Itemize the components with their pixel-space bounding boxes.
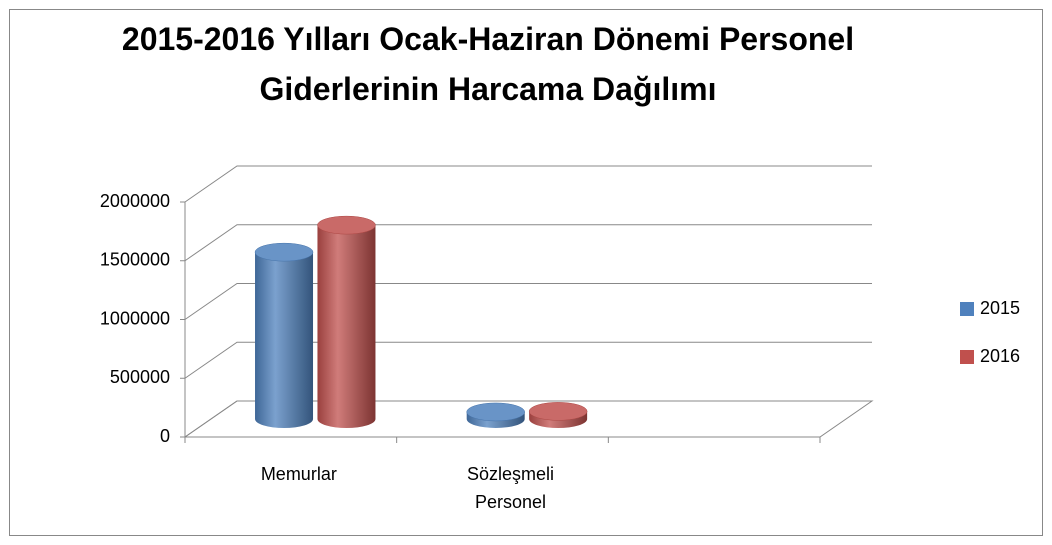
grid-line: [184, 165, 872, 203]
grid-line: [184, 224, 872, 262]
chart-title: 2015-2016 Yılları Ocak-Haziran Dönemi Pe…: [121, 21, 855, 107]
cylinder-top: [254, 242, 314, 262]
grid-line: [184, 283, 872, 320]
legend-label: 2015: [980, 298, 1020, 318]
y-tick-label: 1000000: [100, 308, 170, 328]
grid-line: [184, 400, 872, 438]
y-tick-label: 0: [160, 426, 170, 446]
y-tick-label: 1500000: [100, 250, 170, 270]
legend-swatch: [960, 302, 974, 316]
y-tick-label: 500000: [110, 367, 170, 387]
cylinder-top: [317, 215, 376, 235]
x-tick-label: Sözleşmeli Personel: [466, 464, 555, 512]
grid-line: [184, 341, 872, 379]
legend-label: 2016: [980, 346, 1020, 366]
x-tick-label: Memurlar: [260, 464, 337, 484]
chart-border: [9, 9, 1043, 536]
cylinder-body: [255, 252, 314, 428]
cylinder-top: [528, 402, 588, 421]
cylinder-body: [317, 225, 376, 428]
cylinder-top: [466, 402, 525, 422]
legend-swatch: [960, 350, 974, 364]
y-tick-label: 2000000: [100, 191, 170, 211]
